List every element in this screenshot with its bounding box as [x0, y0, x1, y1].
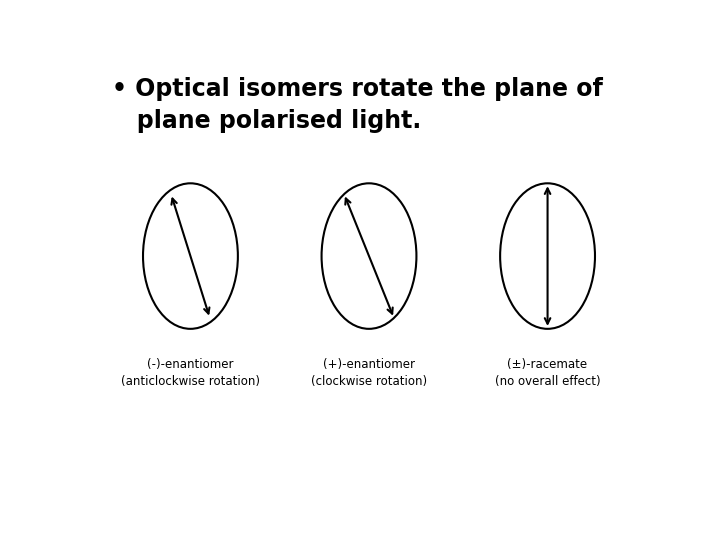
Text: (+)-enantiomer
(clockwise rotation): (+)-enantiomer (clockwise rotation)	[311, 358, 427, 388]
Text: (±)-racemate
(no overall effect): (±)-racemate (no overall effect)	[495, 358, 600, 388]
Text: • Optical isomers rotate the plane of
   plane polarised light.: • Optical isomers rotate the plane of pl…	[112, 77, 603, 133]
Text: (-)-enantiomer
(anticlockwise rotation): (-)-enantiomer (anticlockwise rotation)	[121, 358, 260, 388]
